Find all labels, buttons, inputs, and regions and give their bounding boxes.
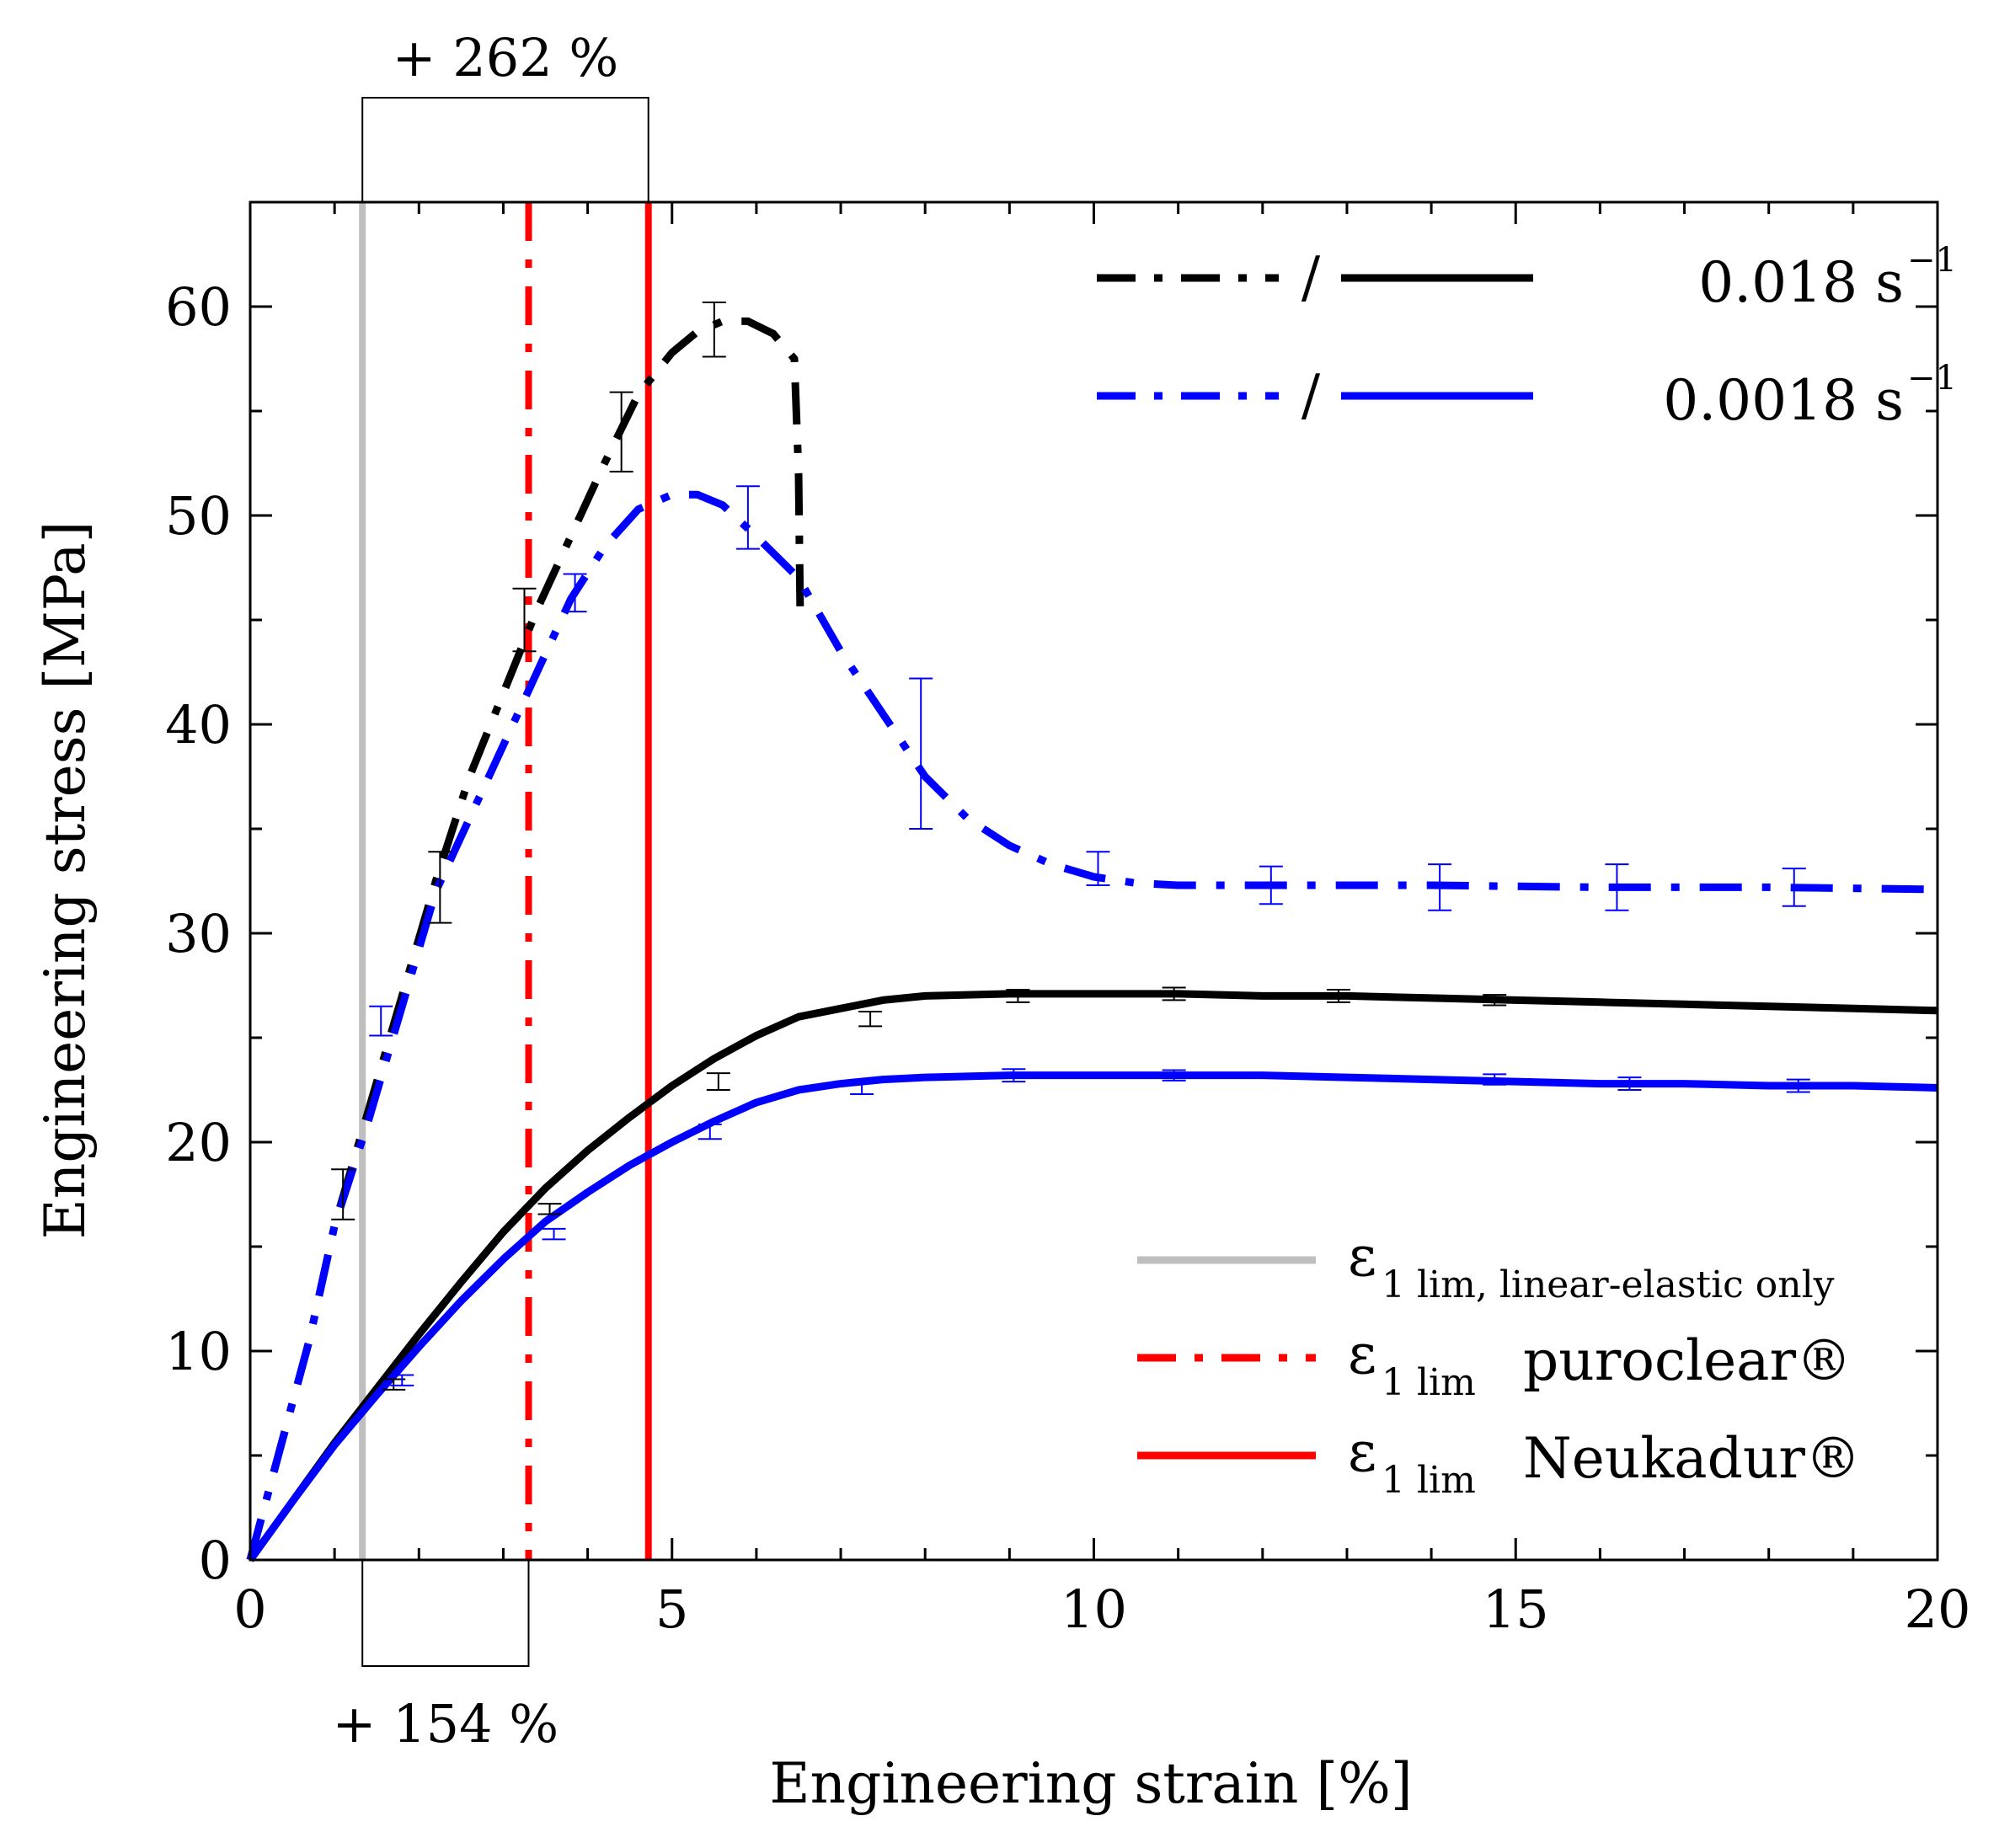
x-tick-label: 20 [1905,1578,1971,1640]
legend-rate-separator: / [1301,245,1321,310]
x-tick-label: 5 [655,1578,688,1640]
legend-limit-symbol: ε [1348,1419,1376,1484]
error-bar-1-5 [1259,865,1283,905]
legend-rate-separator: / [1301,363,1321,428]
error-bar-3-6 [1483,1073,1507,1086]
series-line-1 [246,490,1938,1562]
legend-limit-subscript: 1 lim [1382,1361,1476,1404]
y-tick-label: 50 [165,485,232,547]
legend-rate-entry-0: / 0.018 s −1 [1097,241,1957,315]
legend-limit-label: puroclear® [1523,1328,1852,1393]
error-bar-3-4 [1002,1068,1026,1083]
error-bar-2-6 [1326,988,1350,1003]
y-tick-label: 0 [199,1530,232,1591]
y-tick-label: 40 [165,694,232,756]
error-bar-1-2 [735,485,760,550]
y-tick-label: 10 [165,1321,232,1382]
axes-layer: 0 5 10 15 20 0 10 20 30 40 50 60 [165,200,1971,1640]
error-bar-0-4 [702,302,726,358]
x-tick-label: 15 [1483,1578,1549,1640]
legend-limit-symbol: ε [1348,1224,1376,1289]
y-tick-label: 60 [165,276,232,338]
legend-layer: /0.018 s −1/0.0018 s −1ε 1 lim, linear-elas… [1097,241,1957,1502]
legend-rate-entry-1: / 0.0018 s −1 [1097,359,1957,433]
legend-rate-label: 0.0018 s [1663,368,1904,433]
error-bar-0-2 [512,587,537,653]
error-bar-3-1 [542,1227,566,1241]
error-bar-3-7 [1617,1076,1642,1091]
error-bar-1-7 [1605,863,1629,911]
error-bar-3-0 [390,1374,414,1386]
error-bar-2-4 [1006,988,1030,1003]
error-bar-0-1 [428,851,452,924]
error-bar-3-5 [1162,1069,1186,1082]
error-bar-3-2 [698,1123,722,1140]
annotations-layer: + 262 % + 154 % [333,27,649,1755]
error-bar-1-4 [1086,851,1110,886]
error-bar-2-7 [1483,994,1507,1007]
error-bar-1-0 [369,1005,393,1037]
error-bar-3-8 [1786,1078,1810,1093]
error-bar-1-6 [1428,863,1452,911]
annotation-label-1: + 154 % [333,1693,559,1755]
series-layer [246,317,1938,1562]
x-tick-label: 0 [233,1578,266,1640]
error-bar-2-5 [1162,986,1186,1001]
legend-rate-superscript: −1 [1907,359,1957,398]
error-bar-0-3 [609,391,633,473]
y-tick-label: 20 [165,1112,232,1173]
annotation-bracket-1 [361,1560,530,1667]
annotation-bracket-0 [361,97,649,202]
annotation-label-0: + 262 % [393,27,619,88]
error-bar-1-3 [909,677,933,830]
error-bar-3-3 [850,1081,874,1095]
x-tick-label: 10 [1061,1578,1127,1640]
series-line-2 [247,990,1938,1562]
error-bar-1-1 [563,573,587,613]
error-bars-layer [331,302,1810,1391]
error-bar-2-3 [858,1011,883,1028]
x-axis-title: Engineering strain [%] [769,1751,1412,1816]
error-bar-0-0 [331,1168,355,1220]
legend-rate-superscript: −1 [1907,241,1957,280]
legend-rate-label: 0.018 s [1698,250,1904,315]
y-tick-label: 30 [165,903,232,964]
limit-lines-layer [359,202,652,1560]
error-bar-2-1 [537,1203,562,1215]
legend-limit-subscript: 1 lim [1382,1459,1476,1502]
series-line-3 [247,1071,1938,1562]
legend-limit-symbol: ε [1348,1322,1376,1386]
y-axis-title: Engineering stress [MPa] [33,521,98,1240]
error-bar-2-2 [706,1072,730,1091]
error-bar-1-8 [1782,868,1806,907]
legend-limit-label: Neukadur® [1523,1426,1861,1491]
legend-limit-subscript: 1 lim, linear-elastic only [1382,1263,1835,1306]
